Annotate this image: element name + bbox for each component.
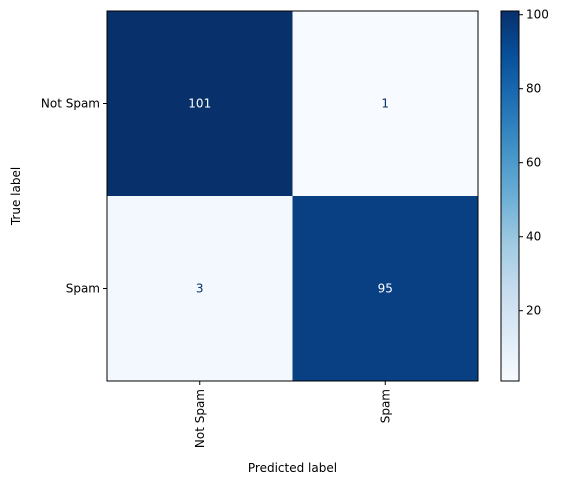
- colorbar-tick-label: 40: [526, 230, 541, 244]
- cell-value-label: 1: [381, 97, 389, 111]
- colorbar-tick-label: 80: [526, 82, 541, 96]
- x-axis-ticks: Not Spam Spam: [193, 381, 392, 448]
- colorbar: [500, 10, 520, 382]
- heatmap-cell: [107, 11, 293, 196]
- heatmap-cells: [107, 11, 478, 381]
- cell-value-label: 101: [188, 97, 211, 111]
- y-tick-label: Spam: [66, 282, 100, 296]
- x-axis-label: Predicted label: [248, 461, 337, 475]
- heatmap-cell: [292, 11, 478, 196]
- colorbar-tick-label: 60: [526, 156, 541, 170]
- plot-frame: [106, 10, 479, 382]
- y-tick-label: Not Spam: [41, 97, 100, 111]
- x-tick-label: Spam: [378, 389, 392, 423]
- x-tick-label: Not Spam: [193, 389, 207, 448]
- colorbar-tick-label: 20: [526, 304, 541, 318]
- colorbar-tick-label: 100: [526, 8, 549, 22]
- cell-value-label: 95: [378, 282, 393, 296]
- heatmap-cell: [107, 196, 293, 381]
- heatmap-cell-labels: 101 1 3 95: [188, 97, 393, 296]
- y-axis-label: True label: [9, 167, 23, 226]
- heatmap-cell: [292, 196, 478, 381]
- cell-value-label: 3: [196, 282, 204, 296]
- colorbar-ticks: 20 40 60 80 100: [519, 8, 549, 318]
- y-axis-ticks: Not Spam Spam: [41, 97, 107, 296]
